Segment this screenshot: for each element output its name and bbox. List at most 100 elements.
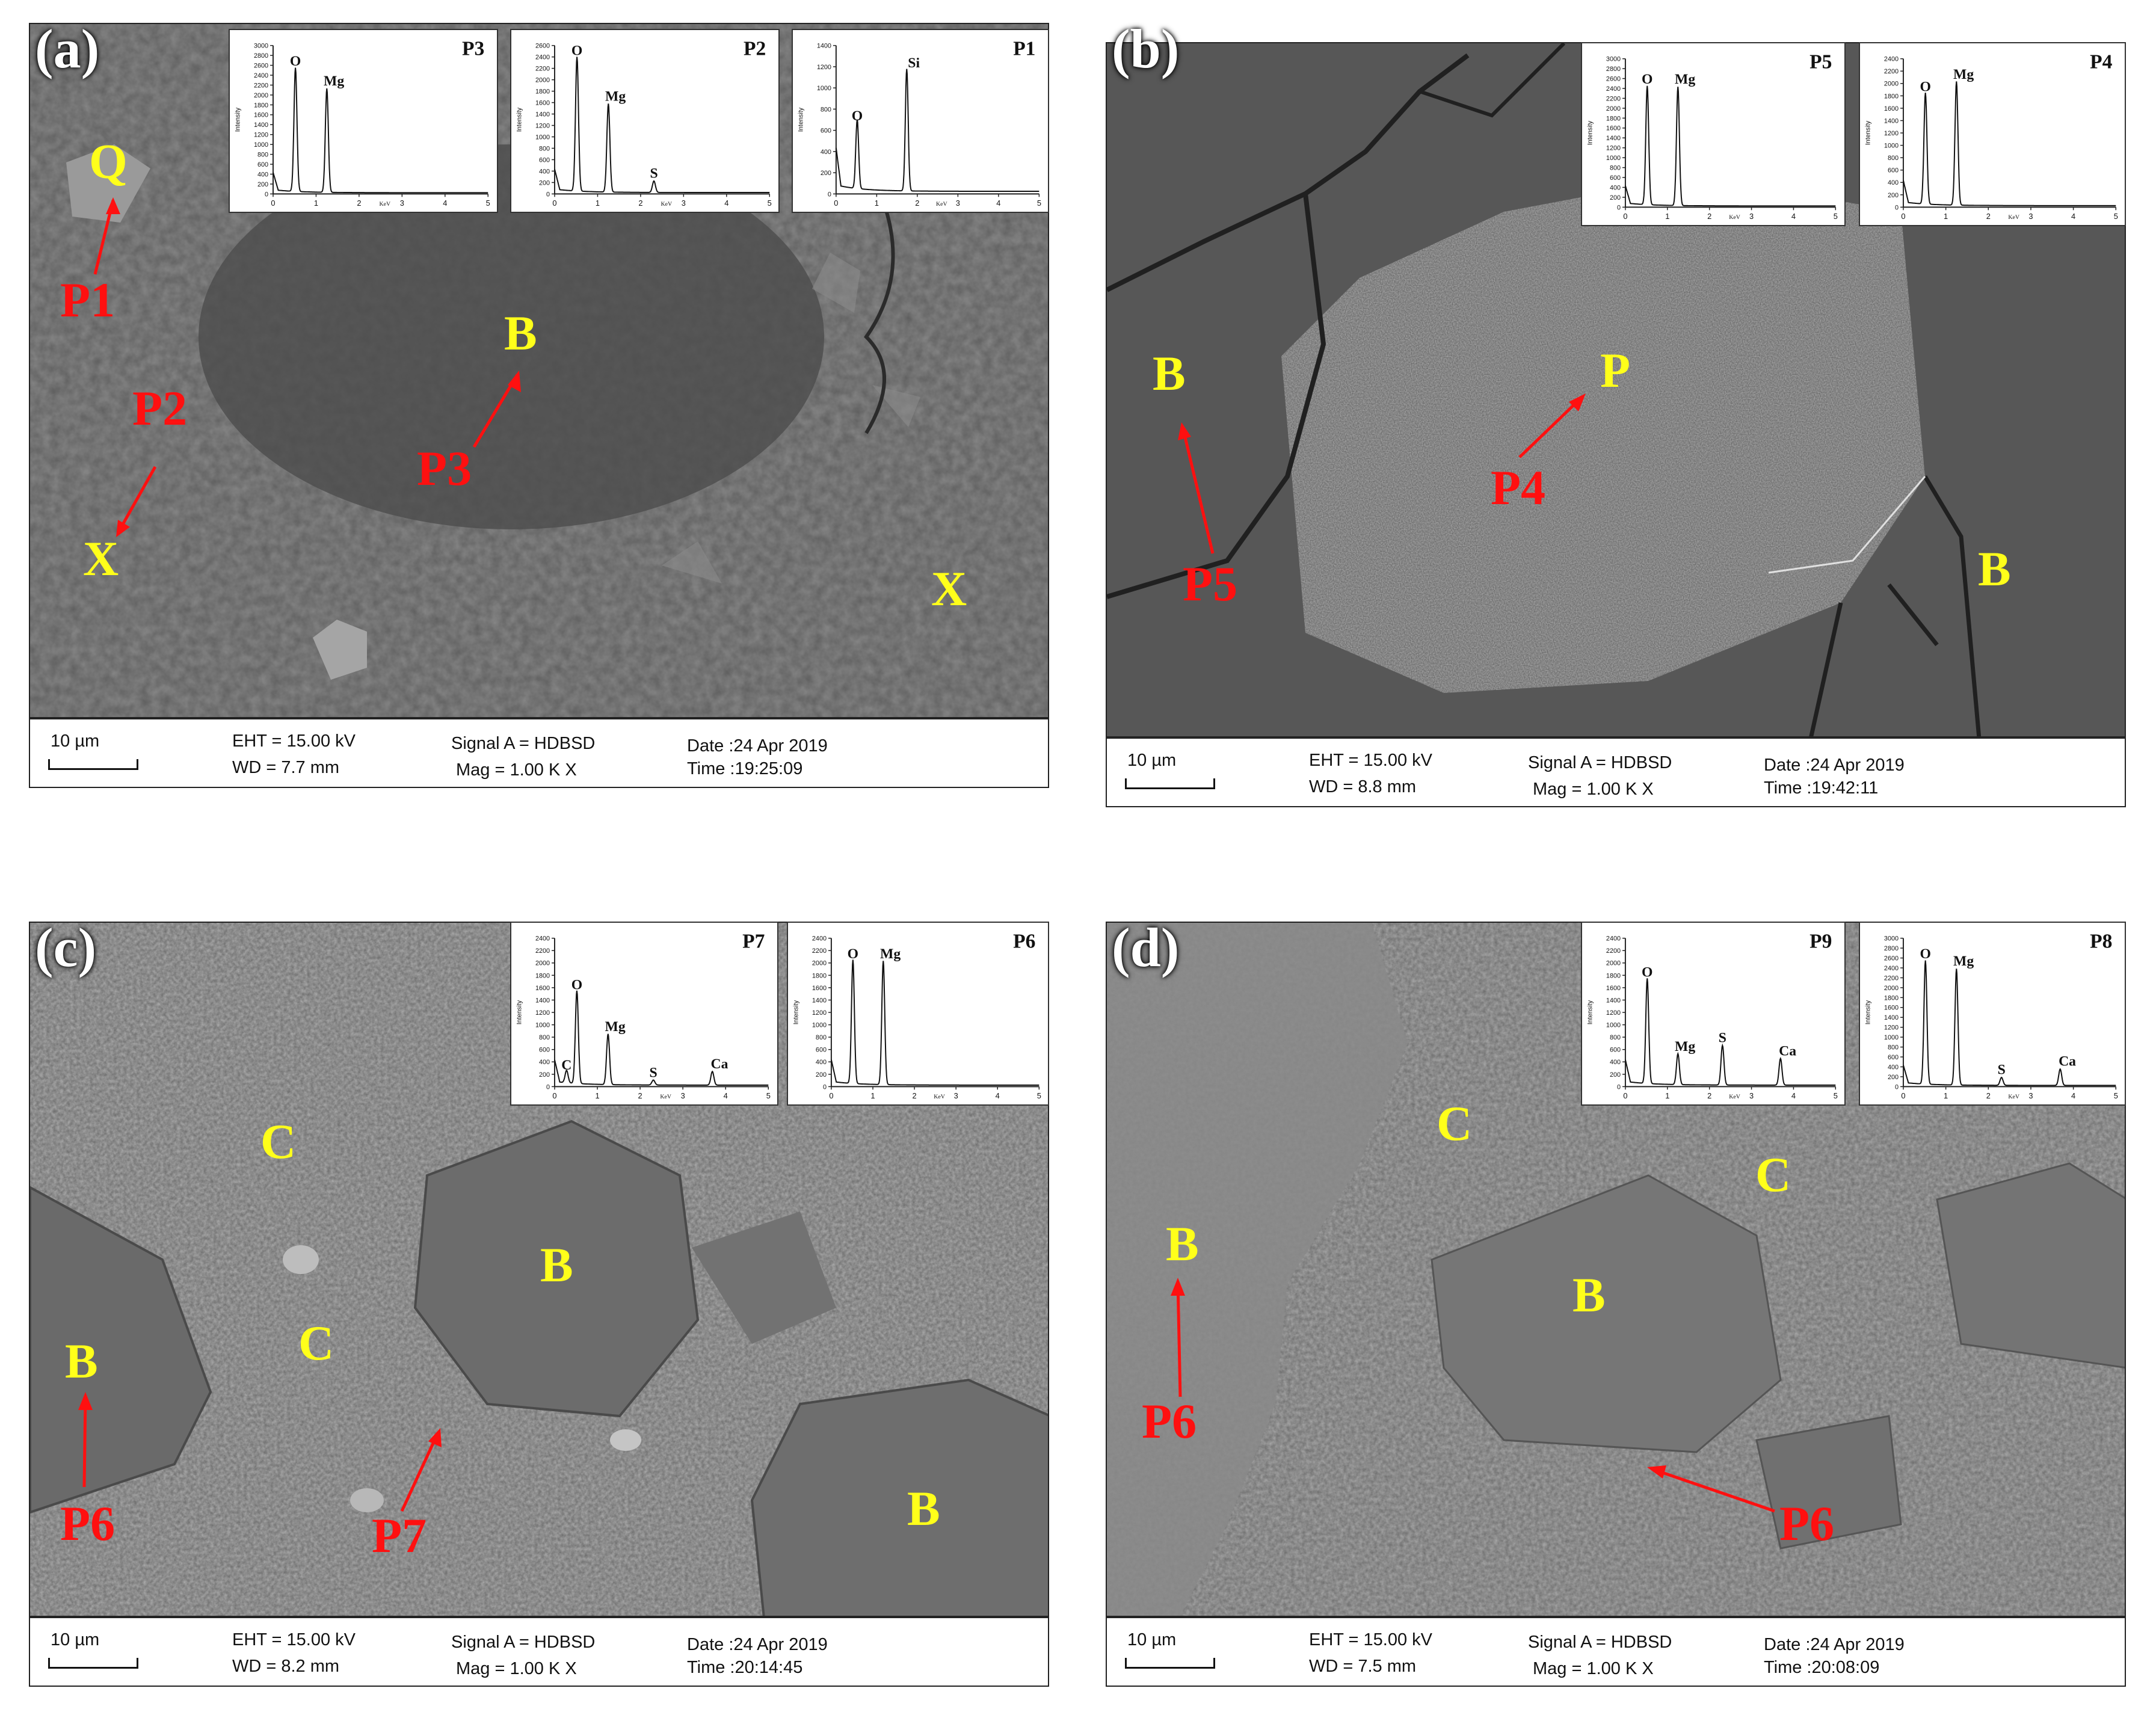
x-tick-label: 1 bbox=[870, 1091, 875, 1100]
y-tick-label: 1800 bbox=[1884, 994, 1899, 1002]
peak-label-ca: Ca bbox=[2059, 1053, 2076, 1069]
eds-spectrum-p9: 0 200 400 600 800 1000 1200 1400 1600 1800 2000 220… bbox=[1581, 922, 1846, 1106]
y-tick-label: 1400 bbox=[1884, 1014, 1899, 1021]
x-tick-label: 0 bbox=[1623, 1091, 1627, 1100]
spectrum-line bbox=[830, 959, 1040, 1086]
spectrum-name: P5 bbox=[1810, 51, 1832, 73]
label-c-mid: C bbox=[298, 1316, 334, 1370]
date-text: Date :24 Apr 2019 bbox=[1764, 756, 1905, 775]
y-axis-label: Intensity bbox=[1587, 120, 1594, 145]
peak-label-ca: Ca bbox=[1779, 1043, 1796, 1059]
y-tick-label: 0 bbox=[1895, 1083, 1899, 1091]
x-tick-label: 1 bbox=[595, 1091, 599, 1100]
y-tick-label: 200 bbox=[539, 179, 550, 186]
peak-label-o: O bbox=[1920, 79, 1930, 94]
x-axis-label: KeV bbox=[2008, 214, 2019, 221]
peak-label-si: Si bbox=[908, 55, 920, 71]
y-tick-label: 1800 bbox=[1606, 972, 1621, 979]
x-tick-label: 5 bbox=[2114, 1091, 2118, 1100]
peak-label-s: S bbox=[650, 166, 658, 182]
y-tick-label: 1000 bbox=[1606, 155, 1621, 162]
x-tick-label: 0 bbox=[829, 1091, 833, 1100]
y-tick-label: 1800 bbox=[1884, 93, 1899, 100]
y-tick-label: 1400 bbox=[1606, 997, 1621, 1004]
peak-label-mg: Mg bbox=[1675, 1039, 1695, 1055]
x-tick-label: 4 bbox=[1791, 212, 1796, 221]
y-tick-label: 800 bbox=[257, 152, 268, 159]
y-tick-label: 0 bbox=[265, 191, 268, 198]
y-tick-label: 2000 bbox=[1884, 81, 1899, 88]
peak-label-mg: Mg bbox=[1953, 953, 1974, 969]
scale-text: 10 µm bbox=[1127, 1630, 1177, 1649]
eht-text: EHT = 15.00 kV bbox=[232, 731, 356, 751]
y-tick-label: 2200 bbox=[812, 947, 827, 955]
y-tick-label: 1000 bbox=[535, 1022, 550, 1029]
peak-label-o: O bbox=[848, 946, 858, 962]
y-tick-label: 200 bbox=[1888, 192, 1899, 199]
x-tick-label: 0 bbox=[834, 199, 838, 208]
y-tick-label: 1600 bbox=[1884, 105, 1899, 112]
y-tick-label: 1200 bbox=[535, 1009, 550, 1017]
y-tick-label: 1000 bbox=[812, 1022, 827, 1029]
y-tick-label: 600 bbox=[257, 161, 268, 168]
x-tick-label: 4 bbox=[724, 1091, 728, 1100]
spectrum-name: P9 bbox=[1810, 930, 1832, 952]
x-tick-label: 0 bbox=[552, 199, 556, 208]
panel-d: (d) 0 200 400 600 800 1000 1200 1400 1600 1800 200… bbox=[1106, 917, 2126, 1687]
panel-label-a: (a) bbox=[35, 18, 100, 79]
peak-label-s: S bbox=[1998, 1062, 2006, 1077]
label-p5: P5 bbox=[1183, 556, 1238, 611]
x-tick-label: 3 bbox=[1749, 212, 1754, 221]
y-tick-label: 200 bbox=[1888, 1074, 1899, 1081]
y-tick-label: 2400 bbox=[254, 72, 268, 79]
x-tick-label: 4 bbox=[443, 199, 447, 208]
y-tick-label: 1800 bbox=[1606, 115, 1621, 122]
y-axis-label: Intensity bbox=[516, 1000, 523, 1024]
time-text: Time :19:42:11 bbox=[1764, 778, 1879, 798]
y-tick-label: 800 bbox=[821, 106, 831, 113]
signal-text: Signal A = HDBSD bbox=[1528, 753, 1672, 772]
eds-spectrum-p7-plot: 0 200 400 600 800 1000 1200 1400 1600 1800 2000 220… bbox=[516, 930, 771, 1100]
spectrum-line bbox=[1624, 978, 1836, 1086]
y-tick-label: 1200 bbox=[817, 64, 831, 71]
y-tick-label: 1200 bbox=[254, 132, 268, 139]
y-tick-label: 2600 bbox=[1606, 76, 1621, 83]
x-tick-label: 2 bbox=[915, 199, 919, 208]
peak-label-mg: Mg bbox=[324, 73, 344, 89]
label-p2: P2 bbox=[132, 381, 188, 436]
peak-label-o: O bbox=[1642, 72, 1652, 87]
time-text: Time :19:25:09 bbox=[687, 759, 803, 778]
y-tick-label: 1800 bbox=[535, 88, 550, 96]
x-tick-label: 5 bbox=[1834, 1091, 1838, 1100]
y-tick-label: 2000 bbox=[254, 92, 268, 99]
y-tick-label: 1600 bbox=[1606, 125, 1621, 132]
spectrum-line bbox=[1902, 81, 2116, 206]
wd-text: WD = 7.5 mm bbox=[1309, 1657, 1417, 1676]
label-p7: P7 bbox=[372, 1508, 427, 1563]
x-tick-label: 3 bbox=[2028, 1091, 2033, 1100]
x-tick-label: 4 bbox=[996, 1091, 1000, 1100]
peak-label-s: S bbox=[1719, 1030, 1726, 1046]
eht-text: EHT = 15.00 kV bbox=[1309, 1630, 1432, 1649]
label-b-right: B bbox=[907, 1481, 940, 1536]
y-tick-label: 1600 bbox=[535, 985, 550, 992]
y-tick-label: 3000 bbox=[1606, 56, 1621, 63]
label-b-center: B bbox=[540, 1237, 573, 1292]
eds-spectrum-p2: 0 200 400 600 800 1000 1200 1400 1600 1800 2000 220… bbox=[510, 29, 780, 213]
y-tick-label: 2400 bbox=[1884, 965, 1899, 972]
y-tick-label: 0 bbox=[823, 1083, 827, 1091]
y-tick-label: 800 bbox=[539, 145, 550, 152]
spectrum-name: P1 bbox=[1013, 37, 1035, 60]
spectrum-line bbox=[554, 990, 769, 1086]
x-tick-label: 2 bbox=[638, 199, 642, 208]
y-axis-label: Intensity bbox=[1865, 1000, 1872, 1024]
y-tick-label: 1400 bbox=[812, 997, 827, 1004]
wd-text: WD = 8.8 mm bbox=[1309, 777, 1417, 796]
y-tick-label: 2000 bbox=[812, 960, 827, 967]
y-tick-label: 600 bbox=[539, 1047, 550, 1054]
label-c-top: C bbox=[260, 1114, 297, 1169]
label-c-right: C bbox=[1755, 1147, 1791, 1202]
y-axis-label: Intensity bbox=[798, 107, 805, 132]
y-tick-label: 400 bbox=[539, 168, 550, 175]
eds-spectrum-p6: 0 200 400 600 800 1000 1200 1400 1600 1800 2000 220… bbox=[787, 922, 1049, 1106]
